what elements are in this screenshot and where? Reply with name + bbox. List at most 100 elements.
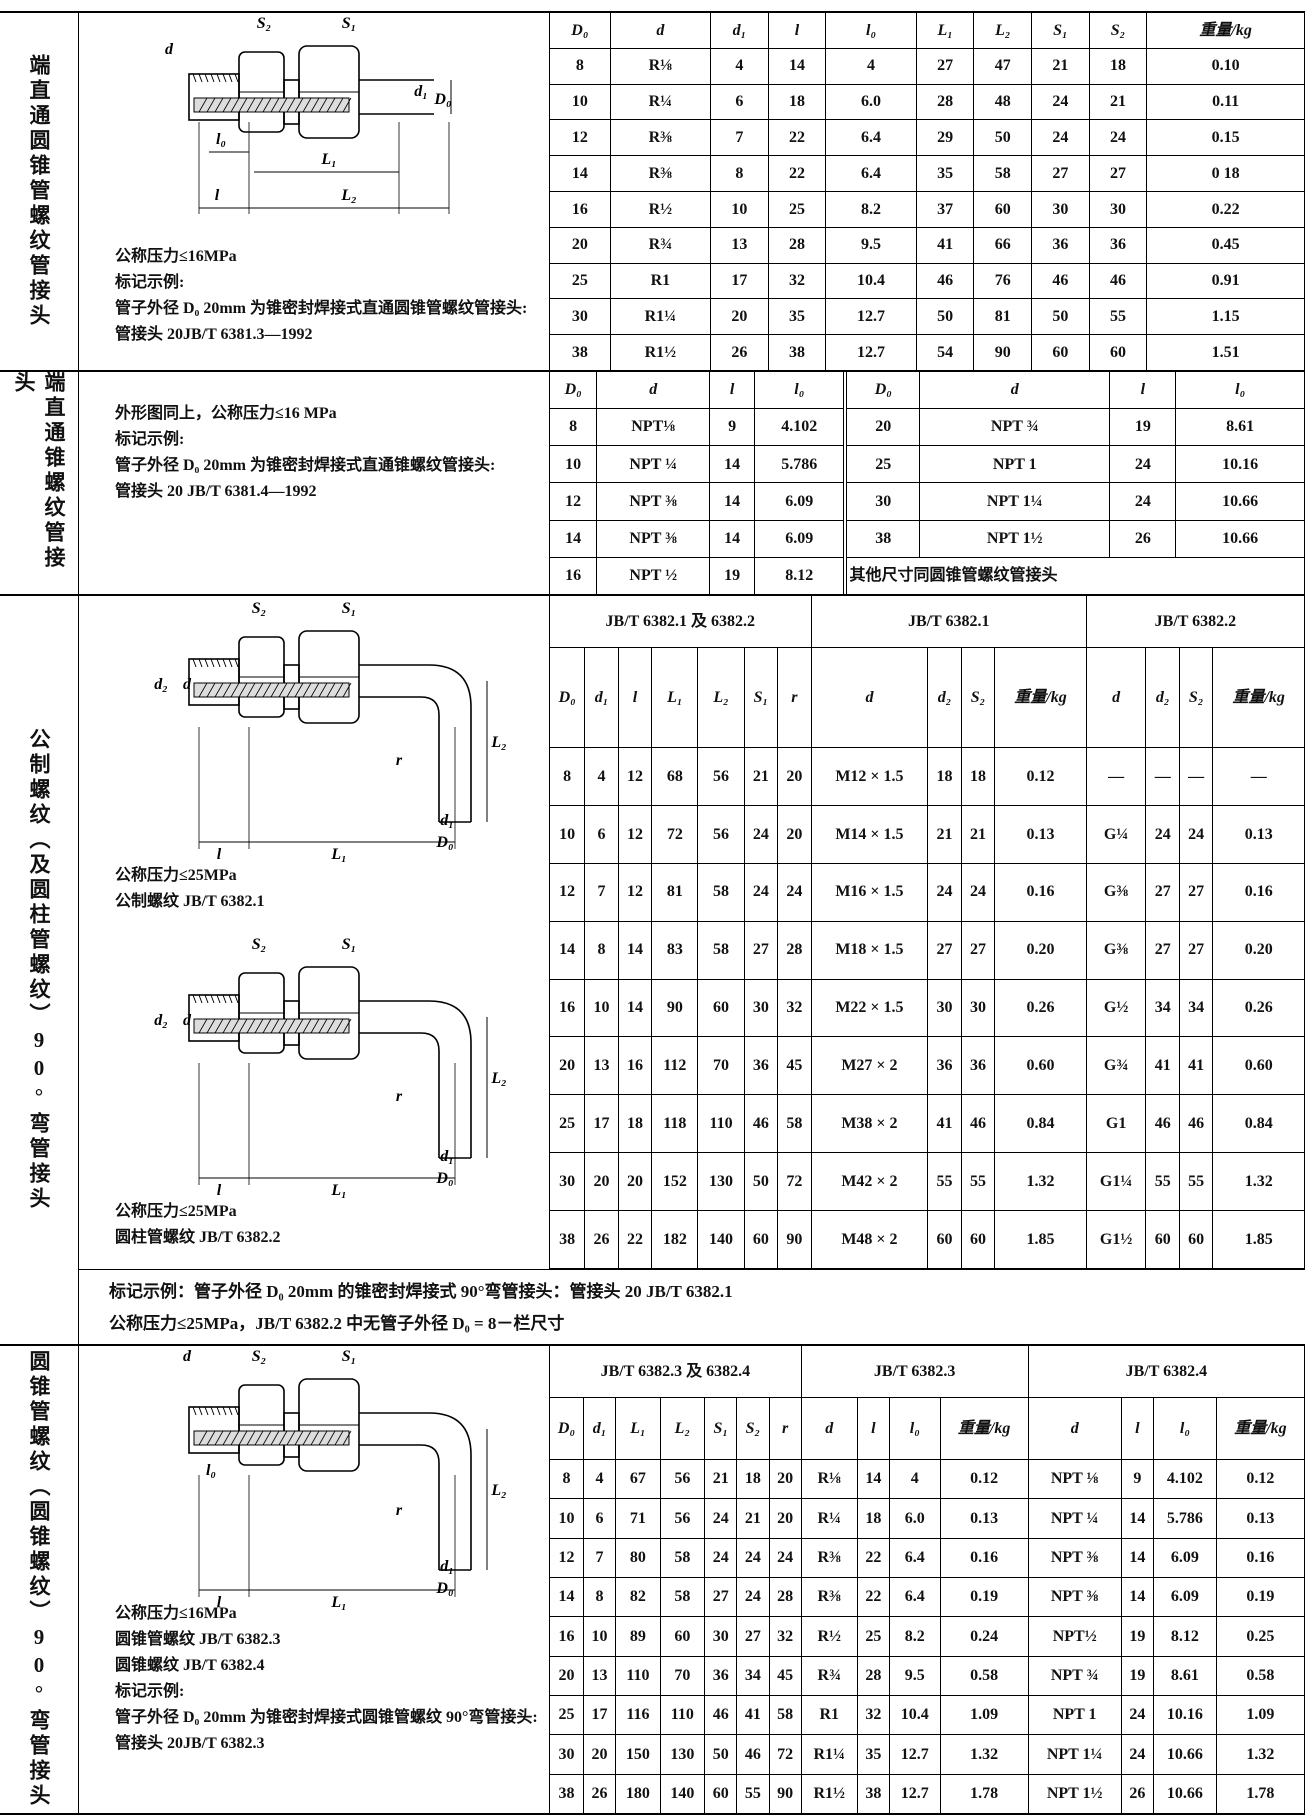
shape (228, 994, 233, 1004)
table-cell: 46 (743, 1094, 779, 1154)
table-cell: 28 (767, 226, 827, 264)
table-cell: 26 (1109, 519, 1177, 558)
table-cell: 1.78 (939, 1773, 1029, 1815)
table-cell: 30 (1088, 190, 1148, 228)
table-cell: 68 (651, 747, 699, 806)
shape (326, 97, 336, 113)
table-row: 16 R½ 10 25 8.2 37 60 30 30 0.22 (549, 190, 1305, 228)
shape (216, 73, 221, 83)
table-row: 16 NPT ½ 19 8.12 其他尺寸同圆锥管螺纹管接头 (548, 556, 1305, 596)
note-line: 标记示例: (115, 431, 185, 448)
note-line: 标记示例: (115, 274, 185, 291)
table-cell: 22 (856, 1537, 890, 1578)
shape (278, 97, 288, 113)
table-cell: R1 (800, 1694, 858, 1736)
table-cell: 60 (743, 1210, 779, 1269)
table-cell: 0.15 (1146, 119, 1305, 157)
table-cell: 8 (548, 408, 598, 447)
shape (359, 1032, 440, 1158)
table-cell: 21 (1088, 83, 1148, 121)
table-cell: 6.4 (825, 119, 917, 157)
table-wrap: D₀ d l l₀ D₀ d l l₀ 8 NPT⅛ 9 4.102 20 NPT ¾ 19 8.61 10 NP… (548, 370, 1305, 596)
table-cell: 6.0 (825, 83, 917, 121)
shape (198, 682, 208, 698)
table-cell: 25 (549, 262, 611, 300)
table-cell: 9.5 (825, 226, 917, 264)
table-cell: G⅜ (1085, 862, 1147, 922)
table-cell: 28 (915, 83, 975, 121)
table-cell: NPT 1¼ (919, 482, 1111, 521)
table-cell: 34 (736, 1655, 770, 1696)
shape (270, 1430, 280, 1446)
column-header: l₀ (1152, 1397, 1217, 1460)
table-cell: M18 × 1.5 (810, 920, 929, 980)
table-cell: 21 (927, 804, 962, 864)
table-cell: 71 (615, 1498, 661, 1539)
table-cell: 26 (582, 1773, 617, 1815)
column-header: L₂ (697, 647, 745, 748)
table-cell: 0.19 (1215, 1576, 1305, 1618)
table-cell: NPT ⅛ (1027, 1458, 1122, 1500)
table-cell: 50 (973, 119, 1033, 157)
table-cell: M12 × 1.5 (810, 747, 929, 806)
table-cell: 8 (584, 920, 619, 980)
shape (204, 994, 209, 1004)
table-cell: NPT ¼ (596, 445, 711, 484)
dimension-label: S₁ (342, 936, 356, 953)
table-cell: 19 (709, 556, 756, 596)
shape (262, 1430, 272, 1446)
table-cell: 32 (856, 1694, 890, 1736)
shape (234, 994, 239, 1004)
table-cell: 30 (927, 978, 962, 1038)
table-cell: 60 (960, 1210, 996, 1269)
shape (254, 97, 264, 113)
column-header: D₀ (843, 370, 921, 410)
table-cell: 16 (548, 556, 598, 596)
dimension-label: S₂ (252, 600, 266, 617)
table-cell: 110 (697, 1094, 745, 1154)
shape (222, 658, 227, 668)
table-cell: 90 (973, 334, 1033, 371)
table-cell: 55 (1088, 298, 1148, 336)
shape (318, 682, 328, 698)
table-row: 38 R1½ 26 38 12.7 54 90 60 60 1.51 (549, 334, 1305, 371)
table-cell: 24 (1109, 482, 1177, 521)
table-cell: 81 (973, 298, 1033, 336)
table-cell: 25 (767, 190, 827, 228)
shape (318, 97, 328, 113)
table-cell: 20 (710, 298, 769, 336)
table-cell: 8.2 (825, 190, 917, 228)
table-cell: NPT ⅜ (596, 519, 711, 558)
table-cell: 21 (743, 747, 779, 806)
table-cell: 12 (617, 862, 653, 922)
table-cell: — (1085, 747, 1147, 806)
shape (294, 97, 304, 113)
table-cell: 46 (1178, 1094, 1214, 1154)
dimension-label: d (183, 1012, 192, 1029)
table-cell: 41 (915, 226, 975, 264)
shape (222, 97, 232, 113)
table-cell: — (1212, 747, 1305, 806)
table-cell: 55 (1178, 1152, 1214, 1211)
column-header: d₂ (1145, 647, 1180, 748)
table-row: 14 NPT ⅜ 14 6.09 38 NPT 1½ 26 10.66 (548, 519, 1305, 558)
table-cell: 14 (709, 519, 756, 558)
notes: 公称压力≤16MPa 圆锥管螺纹 JB/T 6382.3 圆锥螺纹 JB/T 638… (85, 1601, 545, 1757)
table-cell: 90 (651, 978, 699, 1038)
section-label: 端直通锥螺纹管接头 (0, 371, 79, 595)
table-cell: 14 (548, 920, 586, 980)
table-cell: 0.16 (939, 1537, 1029, 1578)
table-cell: R⅜ (609, 119, 712, 157)
table-cell: 55 (1145, 1152, 1180, 1211)
table-cell: G¾ (1085, 1036, 1147, 1096)
shape (254, 682, 264, 698)
column-header: S₂ (1088, 12, 1148, 49)
table-cell: 58 (973, 155, 1033, 192)
table-cell: R½ (609, 190, 712, 228)
table-cell: 1.09 (939, 1694, 1029, 1736)
table-cell: 32 (768, 1616, 802, 1657)
table-row: 38 26 180 140 60 55 90 R1½ 38 12.7 1.78 NPT 1½ 26 10.… (549, 1773, 1305, 1815)
table-cell: 0.22 (1146, 190, 1305, 228)
table-cell: 0.10 (1146, 47, 1305, 85)
